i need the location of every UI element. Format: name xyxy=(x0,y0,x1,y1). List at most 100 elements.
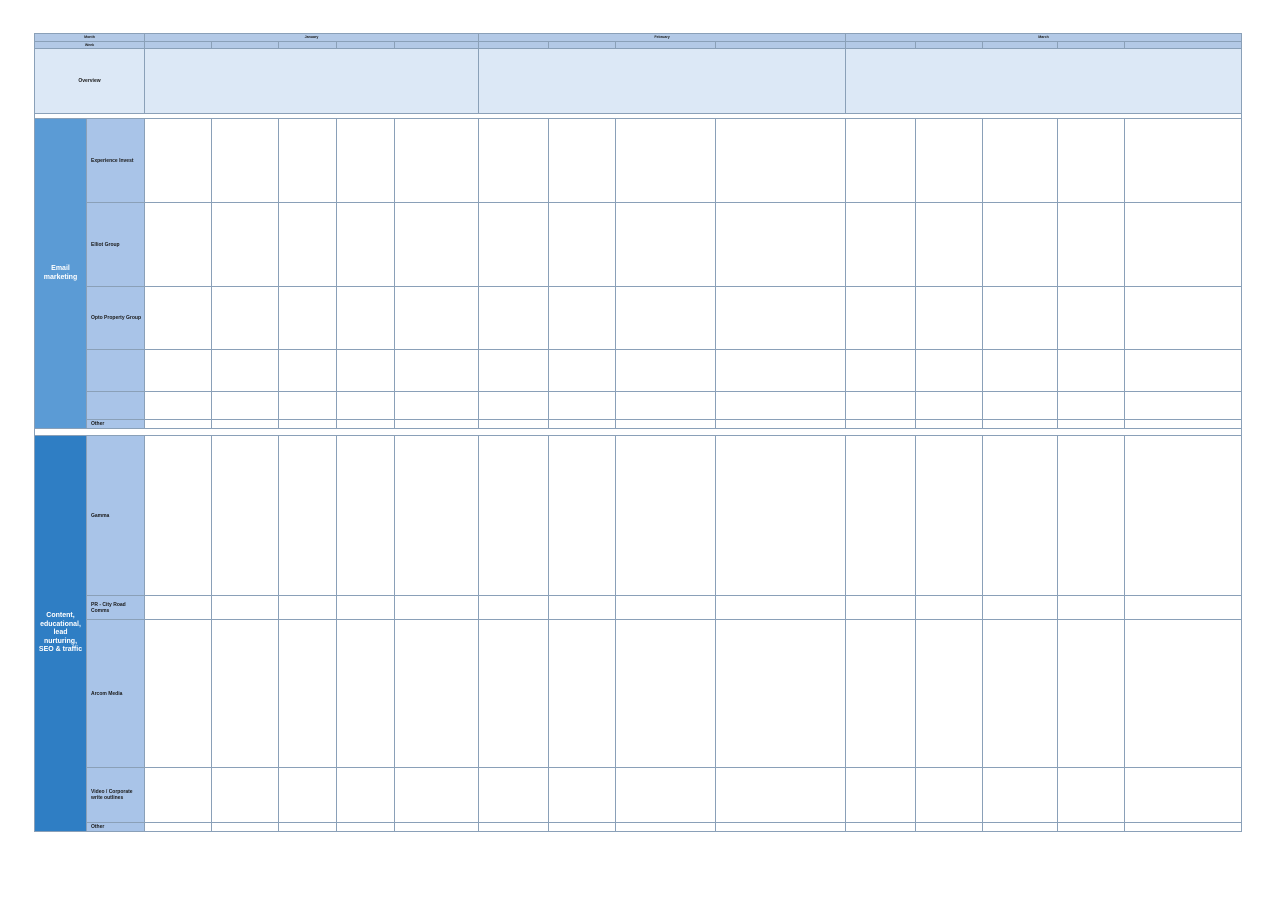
calendar-cell xyxy=(336,595,395,621)
week-cell xyxy=(1057,40,1126,50)
calendar-cell xyxy=(144,619,212,769)
calendar-cell xyxy=(715,419,847,430)
calendar-cell xyxy=(715,391,847,421)
calendar-cell xyxy=(211,286,279,351)
calendar-cell xyxy=(478,286,550,351)
calendar-cell xyxy=(845,619,917,769)
week-cell xyxy=(982,40,1059,50)
calendar-cell xyxy=(615,435,717,597)
calendar-cell xyxy=(982,595,1059,621)
calendar-cell xyxy=(915,286,984,351)
calendar-cell xyxy=(548,419,617,430)
calendar-cell xyxy=(548,391,617,421)
calendar-cell xyxy=(478,822,550,833)
calendar-cell xyxy=(211,767,279,824)
calendar-cell xyxy=(278,286,337,351)
calendar-cell xyxy=(1124,822,1243,833)
calendar-cell xyxy=(1124,202,1243,288)
calendar-cell xyxy=(393,286,480,351)
calendar-cell xyxy=(478,349,550,393)
calendar-cell xyxy=(278,419,337,430)
calendar-cell xyxy=(1057,202,1126,288)
calendar-cell xyxy=(982,391,1059,421)
calendar-cell xyxy=(144,767,212,824)
calendar-cell xyxy=(336,767,395,824)
category-gamma: Gamma xyxy=(86,435,145,597)
calendar-cell xyxy=(144,419,212,430)
calendar-cell xyxy=(278,202,337,288)
calendar-cell xyxy=(982,202,1059,288)
calendar-cell xyxy=(915,435,984,597)
calendar-cell xyxy=(615,286,717,351)
calendar-cell xyxy=(615,419,717,430)
calendar-cell xyxy=(548,349,617,393)
calendar-cell xyxy=(336,118,395,204)
calendar-cell xyxy=(144,391,212,421)
week-cell xyxy=(715,40,847,50)
calendar-cell xyxy=(336,822,395,833)
calendar-cell xyxy=(211,391,279,421)
calendar-cell xyxy=(393,391,480,421)
calendar-cell xyxy=(615,822,717,833)
calendar-cell xyxy=(548,619,617,769)
calendar-cell xyxy=(715,202,847,288)
calendar-cell xyxy=(278,595,337,621)
calendar-cell xyxy=(845,202,917,288)
calendar-cell xyxy=(845,286,917,351)
calendar-cell xyxy=(1124,286,1243,351)
month-february: February xyxy=(478,33,847,42)
section-email-marketing: Email marketing xyxy=(34,118,87,430)
calendar-cell xyxy=(548,202,617,288)
calendar-cell xyxy=(1124,435,1243,597)
calendar-cell xyxy=(393,595,480,621)
calendar-cell xyxy=(144,286,212,351)
week-cell xyxy=(336,40,395,50)
calendar-cell xyxy=(1124,349,1243,393)
calendar-cell xyxy=(615,391,717,421)
week-cell xyxy=(211,40,279,50)
calendar-cell xyxy=(478,391,550,421)
calendar-cell xyxy=(278,435,337,597)
calendar-cell xyxy=(278,822,337,833)
calendar-cell xyxy=(1124,419,1243,430)
calendar-cell xyxy=(1057,767,1126,824)
calendar-cell xyxy=(393,419,480,430)
calendar-cell xyxy=(393,435,480,597)
calendar-cell xyxy=(478,595,550,621)
calendar-cell xyxy=(915,822,984,833)
calendar-cell xyxy=(336,286,395,351)
calendar-cell xyxy=(336,419,395,430)
content-calendar-table: Month January February March Week Overvi… xyxy=(33,33,1243,833)
calendar-cell xyxy=(548,118,617,204)
calendar-cell xyxy=(915,349,984,393)
calendar-cell xyxy=(336,349,395,393)
calendar-cell xyxy=(211,619,279,769)
calendar-cell xyxy=(1124,619,1243,769)
month-march: March xyxy=(845,33,1243,42)
calendar-cell xyxy=(1057,822,1126,833)
calendar-cell xyxy=(1124,767,1243,824)
calendar-cell xyxy=(548,286,617,351)
calendar-cell xyxy=(845,391,917,421)
week-cell xyxy=(1124,40,1243,50)
calendar-cell xyxy=(393,767,480,824)
week-cell xyxy=(478,40,550,50)
calendar-cell xyxy=(1057,286,1126,351)
category-video-outlines: Video / Corporate write outlines xyxy=(86,767,145,824)
calendar-cell xyxy=(1124,595,1243,621)
calendar-cell xyxy=(982,619,1059,769)
calendar-cell xyxy=(1057,619,1126,769)
calendar-cell xyxy=(715,619,847,769)
calendar-cell xyxy=(478,419,550,430)
week-cell xyxy=(845,40,917,50)
calendar-cell xyxy=(715,118,847,204)
calendar-cell xyxy=(715,767,847,824)
calendar-cell xyxy=(393,118,480,204)
calendar-cell xyxy=(478,435,550,597)
calendar-cell xyxy=(393,202,480,288)
calendar-cell xyxy=(915,619,984,769)
calendar-cell xyxy=(1057,595,1126,621)
calendar-cell xyxy=(211,435,279,597)
calendar-cell xyxy=(982,118,1059,204)
calendar-cell xyxy=(548,595,617,621)
